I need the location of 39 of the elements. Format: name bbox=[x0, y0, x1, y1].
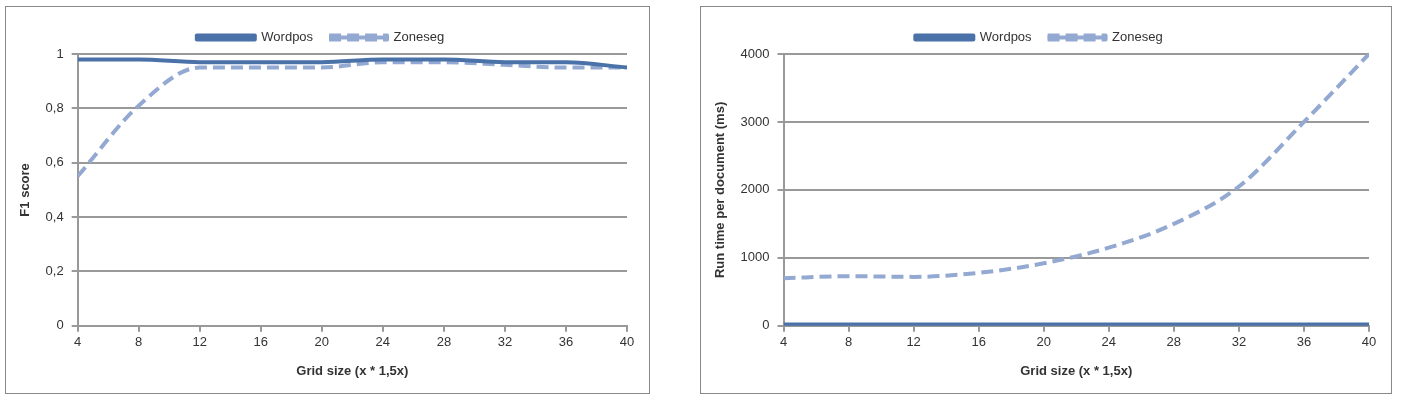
x-tick-label: 20 bbox=[314, 334, 330, 350]
y-axis-title: Run time per document (ms) bbox=[712, 101, 728, 279]
x-tick-label: 28 bbox=[1166, 334, 1182, 350]
x-tick-label: 28 bbox=[436, 334, 452, 350]
x-axis-title: Grid size (x * 1,5x) bbox=[296, 362, 409, 378]
x-tick-label: 40 bbox=[619, 334, 635, 350]
y-tick-label: 0,4 bbox=[45, 208, 64, 224]
y-tick-label: 0,6 bbox=[45, 154, 64, 170]
y-tick-label: 0,8 bbox=[45, 99, 64, 115]
x-tick-label: 36 bbox=[1296, 334, 1312, 350]
y-tick-label: 0 bbox=[56, 317, 64, 333]
y-tick-label: 1000 bbox=[740, 249, 770, 265]
x-tick-label: 32 bbox=[1231, 334, 1247, 350]
x-tick-label: 4 bbox=[74, 334, 82, 350]
x-tick-label: 8 bbox=[844, 334, 853, 350]
x-tick-label: 16 bbox=[971, 334, 986, 350]
x-tick-label: 24 bbox=[375, 334, 391, 350]
y-tick-label: 0,2 bbox=[45, 263, 64, 279]
legend-label: Zoneseg bbox=[1112, 29, 1163, 45]
x-tick-label: 24 bbox=[1101, 334, 1117, 350]
x-tick-label: 16 bbox=[253, 334, 269, 350]
legend-label: Zoneseg bbox=[393, 29, 445, 45]
x-tick-label: 8 bbox=[135, 334, 143, 350]
y-tick-label: 2000 bbox=[740, 181, 770, 197]
y-tick-label: 3000 bbox=[740, 113, 770, 129]
x-axis-title: Grid size (x * 1,5x) bbox=[1020, 362, 1133, 378]
x-tick-label: 32 bbox=[497, 334, 513, 350]
x-tick-label: 20 bbox=[1036, 334, 1051, 350]
x-tick-label: 36 bbox=[558, 334, 574, 350]
x-tick-label: 4 bbox=[779, 334, 788, 350]
legend-label: Wordpos bbox=[979, 29, 1033, 45]
y-axis-title: F1 score bbox=[17, 163, 33, 217]
x-tick-label: 12 bbox=[906, 334, 921, 350]
x-tick-label: 12 bbox=[192, 334, 207, 350]
x-tick-label: 40 bbox=[1361, 334, 1377, 350]
y-tick-label: 1 bbox=[56, 45, 64, 61]
y-tick-label: 0 bbox=[762, 317, 770, 333]
legend-label: Wordpos bbox=[261, 29, 314, 45]
y-tick-label: 4000 bbox=[740, 45, 770, 61]
